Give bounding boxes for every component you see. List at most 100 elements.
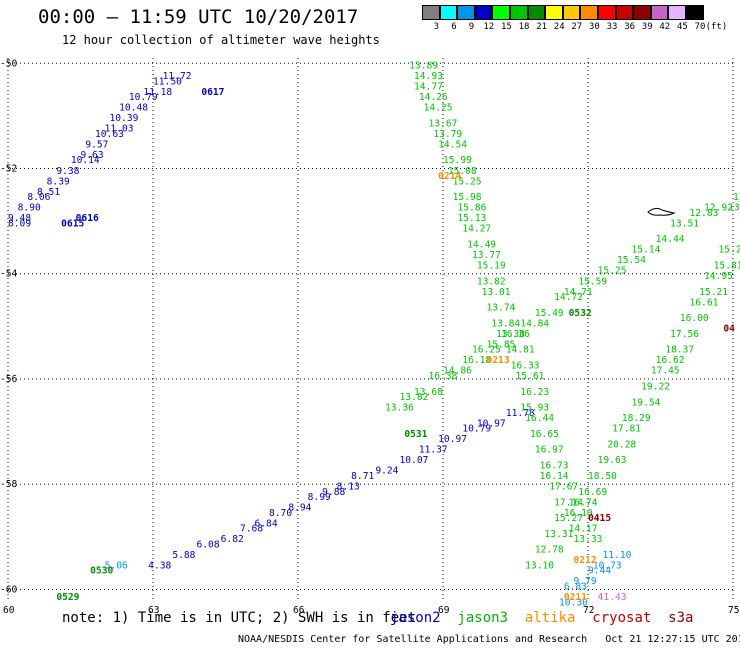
wave-height-label: 11.18 <box>143 87 172 98</box>
pass-time-label: 0415 <box>588 513 611 524</box>
wave-height-label: 13.89 <box>409 61 438 72</box>
y-tick-label: -60 <box>0 584 18 595</box>
wave-height-label: 4.38 <box>148 560 171 571</box>
pass-time-label: 0213 <box>487 355 510 366</box>
legend-unit: (ft) <box>705 22 728 32</box>
wave-height-label: 15.49 <box>535 308 564 319</box>
wave-height-label: 15.99 <box>443 155 472 166</box>
wave-height-label: 9.44 <box>588 566 611 577</box>
wave-height-label: 14.84 <box>520 318 549 329</box>
wave-height-label: 16.25 <box>472 345 501 356</box>
y-tick-label: -50 <box>0 58 18 69</box>
wave-height-label: 8.70 <box>269 508 292 519</box>
wave-height-label: 6.82 <box>221 534 244 545</box>
wave-height-label: 15.85 <box>487 339 516 350</box>
wave-height-label: 14.71 <box>564 287 593 298</box>
wave-height-label: 6.84 <box>255 518 278 529</box>
wave-height-label: 17.67 <box>549 481 578 492</box>
legend-swatch <box>545 5 563 20</box>
legend-swatch <box>598 5 616 20</box>
wave-height-label: 13.74 <box>487 303 516 314</box>
legend-swatch <box>650 5 669 20</box>
wave-height-label: 12.78 <box>535 545 564 556</box>
legend-swatch <box>615 5 634 20</box>
wave-height-label: 10.79 <box>129 92 158 103</box>
wave-height-label: 10.14 <box>71 155 100 166</box>
legend-label: 70 <box>694 22 706 32</box>
wave-height-label: 18.29 <box>622 413 651 424</box>
wave-height-label: 13.82 <box>477 276 506 287</box>
wave-height-label: 14.77 <box>414 82 443 93</box>
pass-time-label: 0530 <box>90 566 113 577</box>
pass-time-label: 0529 <box>56 592 79 603</box>
wave-height-label: 16.23 <box>520 387 549 398</box>
wave-height-label: 6.08 <box>197 539 220 550</box>
wave-height-label: 18.50 <box>588 471 617 482</box>
wave-height-label: 13.33 <box>574 534 603 545</box>
legend-label: 3 <box>433 22 440 32</box>
wave-height-label: 13.67 <box>429 118 458 129</box>
page-subtitle: 12 hour collection of altimeter wave hei… <box>62 33 380 47</box>
y-tick-label: -56 <box>0 374 18 385</box>
wave-height-label: 11.03 <box>105 124 134 135</box>
wave-height-label: 10.97 <box>438 434 467 445</box>
wave-height-label: 8.99 <box>308 492 331 503</box>
wave-height-label: 16.74 <box>569 497 598 508</box>
wave-height-label: 9.63 <box>81 150 104 161</box>
x-tick-label: 60 <box>3 605 15 616</box>
wave-height-label: 13.36 <box>385 403 414 414</box>
wave-height-label: 16.97 <box>535 445 564 456</box>
wave-height-label: 14.54 <box>438 139 467 150</box>
wave-height-label: 17.45 <box>651 366 680 377</box>
wave-height-label: 15.25 <box>453 176 482 187</box>
wave-height-label: 14.26 <box>419 92 448 103</box>
wave-height-label: 15.93 <box>520 403 549 414</box>
wave-height-label: 14.93 <box>414 71 443 82</box>
wave-height-label: 15.14 <box>632 245 661 256</box>
wave-height-label: 11.78 <box>506 408 535 419</box>
wave-height-label: 15.25 <box>598 266 627 277</box>
wave-height-label: 15.81 <box>714 260 740 271</box>
wave-height-label: 15.21 <box>699 287 728 298</box>
wave-height-label: 16.36 <box>501 329 530 340</box>
wave-height-label: 10.79 <box>462 424 491 435</box>
wave-height-label: 10.39 <box>110 113 139 124</box>
wave-height-label: 9.88 <box>322 487 345 498</box>
page-title: 00:00 – 11:59 UTC 10/20/2017 <box>38 6 359 28</box>
wave-height-label: 10.63 <box>95 129 124 140</box>
wave-height-label: 16.62 <box>656 355 685 366</box>
legend-label: 21 <box>536 22 548 32</box>
wave-height-label: 12.83 <box>690 208 719 219</box>
wave-height-label: 14.44 <box>656 234 685 245</box>
wave-height-label: 13.68 <box>414 387 443 398</box>
wave-height-label: 9.57 <box>85 139 108 150</box>
wave-height-label: 13.01 <box>482 287 511 298</box>
legend-label: 6 <box>451 22 457 32</box>
wave-height-label: 16.65 <box>530 429 559 440</box>
legend-label: 39 <box>641 22 653 32</box>
y-tick-label: -58 <box>0 479 18 490</box>
wave-height-label: 16.33 <box>511 360 540 371</box>
wave-height-label: 11.72 <box>163 71 192 82</box>
wave-height-label: 15.98 <box>453 192 482 203</box>
legend-label: 27 <box>571 22 583 32</box>
wave-height-label: 9.79 <box>574 576 597 587</box>
x-tick-label: 63 <box>148 605 160 616</box>
wave-height-label: 14.25 <box>424 103 453 114</box>
wave-height-label: 15.86 <box>458 203 487 214</box>
wave-height-label: 9.38 <box>56 166 79 177</box>
wave-height-label: 16.69 <box>578 487 607 498</box>
wave-height-label: 14.86 <box>443 366 472 377</box>
wave-height-label: 8.39 <box>47 176 70 187</box>
wave-height-label: 9.48 <box>8 213 31 224</box>
satellite-legend: jason2 jason3 altika cryosat s3a <box>390 610 693 626</box>
wave-height-label: 16.38 <box>429 371 458 382</box>
pass-time-label: 0211 <box>564 592 587 603</box>
wave-height-label: 15.2 <box>719 245 740 256</box>
wave-height-label: 7.68 <box>240 524 263 535</box>
wave-height-label: 8.09 <box>8 218 31 229</box>
wave-height-label: 17.14 <box>554 497 583 508</box>
wave-height-label: 13.51 <box>670 218 699 229</box>
y-tick-label: -52 <box>0 164 17 175</box>
wave-height-label: 13 <box>733 192 740 203</box>
